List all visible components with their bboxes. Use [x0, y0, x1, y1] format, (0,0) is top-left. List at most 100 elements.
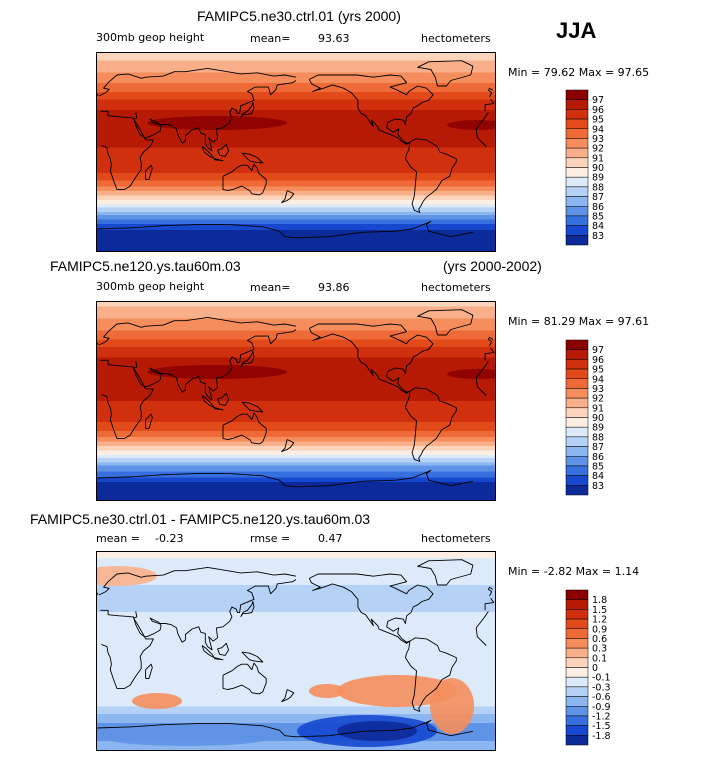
lat-band [97, 140, 495, 142]
lat-band [97, 327, 495, 330]
lat-band [97, 62, 495, 64]
lat-band [97, 591, 495, 593]
lat-band [97, 113, 495, 115]
lat-band [97, 143, 495, 145]
lat-band [97, 449, 495, 451]
lat-band [97, 186, 495, 189]
colorbar-label: -1.5 [592, 721, 611, 732]
panel-3-map [96, 551, 496, 751]
lat-band [97, 341, 495, 343]
lat-band [97, 741, 495, 743]
lat-band [97, 390, 495, 393]
anomaly-region [430, 678, 474, 734]
lat-band [97, 720, 495, 722]
lat-band [97, 147, 495, 150]
colorbar-label: 97 [592, 95, 604, 106]
colorbar-label: 93 [592, 384, 604, 395]
lat-band [97, 222, 495, 225]
colorbar-swatch [565, 628, 589, 639]
lat-band [97, 441, 495, 444]
colorbar-swatch [565, 196, 589, 207]
colorbar-label: 94 [592, 124, 604, 135]
lat-band [97, 203, 495, 205]
lat-band [97, 225, 495, 228]
lat-band [97, 219, 495, 222]
lat-band [97, 209, 495, 211]
lat-band [97, 155, 495, 157]
coastline [98, 566, 495, 611]
lat-band [97, 729, 495, 731]
lat-band [97, 552, 495, 554]
colorbar-label: 0 [592, 663, 598, 674]
lat-band [97, 146, 495, 148]
lat-band [97, 702, 495, 704]
lat-band [97, 345, 495, 348]
lat-band [97, 607, 495, 610]
lat-band [97, 374, 495, 376]
coastline [281, 190, 295, 204]
lat-band [97, 470, 495, 472]
lat-band [97, 134, 495, 136]
lat-band [97, 586, 495, 589]
coastline [214, 657, 224, 661]
colorbar-label: 86 [592, 202, 604, 213]
lat-band [97, 464, 495, 466]
lat-band [97, 188, 495, 190]
colorbar-swatch [565, 638, 589, 649]
lat-band [97, 65, 495, 67]
coastline [281, 689, 295, 703]
colorbar-label: 89 [592, 423, 604, 434]
lat-band [97, 597, 495, 599]
lat-band [97, 404, 495, 406]
lat-band [97, 491, 495, 493]
lat-band [97, 63, 495, 66]
panel-1-title: FAMIPC5.ne30.ctrl.01 (yrs 2000) [197, 8, 401, 24]
colorbar-label: 85 [592, 461, 604, 472]
coastline [240, 351, 255, 368]
lat-band [97, 603, 495, 605]
colorbar-label: 95 [592, 365, 604, 376]
coastline [145, 663, 153, 679]
colorbar-label: 87 [592, 442, 604, 453]
lat-band [97, 459, 495, 462]
lat-band [97, 180, 495, 183]
lat-band [97, 574, 495, 577]
coastline [417, 559, 474, 586]
lat-band [97, 156, 495, 159]
lat-band [97, 338, 495, 340]
lat-band [97, 360, 495, 363]
colorbar-label: 88 [592, 182, 604, 193]
lat-band [97, 455, 495, 457]
lat-band [97, 303, 495, 306]
lat-band [97, 81, 495, 84]
lat-band [97, 128, 495, 130]
lat-band [97, 123, 495, 126]
lat-band [97, 228, 495, 231]
lat-band [97, 396, 495, 399]
lat-band [97, 666, 495, 668]
lat-band [97, 93, 495, 96]
colorbar-label: 96 [592, 355, 604, 366]
colorbar-swatch [565, 589, 589, 600]
lat-band [97, 697, 495, 700]
colorbar-label: 84 [592, 471, 604, 482]
colorbar-swatch [565, 147, 589, 159]
colorbar-swatch [565, 725, 589, 736]
lat-band [97, 122, 495, 124]
lat-band [97, 99, 495, 102]
coastline [97, 224, 297, 239]
lat-band [97, 239, 495, 241]
lat-band [97, 384, 495, 387]
lat-band [97, 356, 495, 358]
coastline [308, 323, 434, 394]
lat-band [97, 126, 495, 129]
lat-band [97, 559, 495, 562]
colorbar-label: 91 [592, 403, 604, 414]
lat-band [97, 192, 495, 195]
lat-band [97, 453, 495, 456]
colorbar-swatch [565, 667, 589, 678]
lat-band [97, 348, 495, 351]
panel-2-map-svg [97, 302, 495, 500]
colorbar-label: 0.1 [592, 653, 607, 664]
